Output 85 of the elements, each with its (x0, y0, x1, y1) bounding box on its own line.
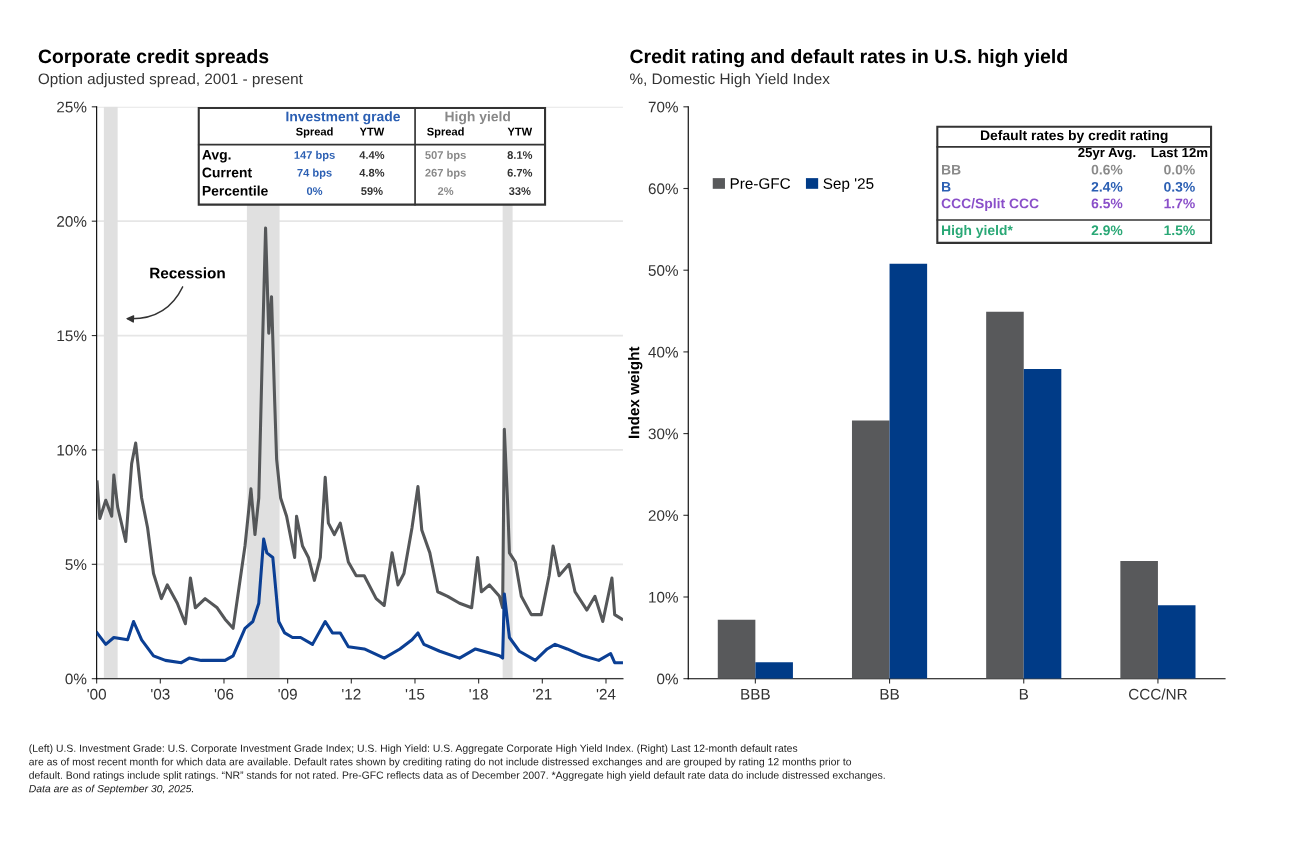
bar (1157, 605, 1196, 679)
y-tick-label: 20% (57, 216, 87, 227)
annotation: 0.3% (1164, 181, 1195, 192)
y-tick-label: 25% (57, 101, 87, 113)
annotation: 8.1% (507, 151, 533, 159)
y-tick-label: 5% (65, 559, 87, 570)
annotation: Spread (427, 127, 464, 138)
annotation: 267 bps (425, 168, 466, 179)
annotation: Recession (150, 267, 225, 279)
x-tick-label: B (1019, 688, 1029, 700)
x-tick-label: '15 (405, 688, 425, 700)
x-tick-label: CCC/NR (1129, 688, 1187, 700)
bar (1023, 369, 1062, 679)
y-tick-label: 30% (648, 428, 678, 440)
annotation: Avg. (202, 149, 231, 163)
annotation: 6.5% (1091, 198, 1123, 209)
x-tick-label: '09 (278, 688, 297, 700)
x-tick-label: '24 (596, 688, 616, 700)
legend-label: Pre-GFC (730, 178, 791, 189)
annotation: Percentile (202, 185, 268, 196)
annotation: BB (942, 164, 961, 175)
annotation: 0.6% (1091, 164, 1123, 175)
y-tick-label: 0% (65, 673, 87, 685)
y-tick-label: 40% (648, 346, 678, 358)
y-tick-label: 10% (649, 591, 678, 603)
y-axis-title: Index weight (628, 346, 643, 438)
annotation: CCC/Split CCC (941, 198, 1039, 212)
x-tick-label: '18 (469, 688, 488, 700)
annotation: 4.8% (359, 168, 385, 177)
annotation: 33% (508, 187, 531, 196)
annotation: 1.5% (1164, 225, 1195, 236)
chart-title: Credit rating and default rates in U.S. high yield (630, 48, 1067, 68)
annotation: 2.4% (1091, 181, 1123, 192)
bar (717, 619, 756, 679)
y-tick-label: 70% (648, 101, 678, 113)
annotation: 4.4% (359, 151, 385, 159)
y-tick-label: 60% (648, 183, 678, 195)
annotation: 0.0% (1164, 164, 1195, 175)
line-series (96, 226, 623, 630)
text: default. Bond ratings include split ratings. “NR” stands for not rated. Pre-GFC reflects data as of December 2007. *Aggregate high yield default rate data do include distressed exchanges. (29, 771, 885, 781)
bar (851, 420, 890, 679)
annotation: 1.7% (1164, 198, 1195, 209)
bar (755, 662, 793, 679)
x-tick-label: '06 (214, 688, 234, 700)
annotation: 2.9% (1091, 225, 1123, 236)
annotation: 0% (306, 187, 323, 195)
text: Data are as of September 30, 2025. (29, 784, 194, 795)
x-tick-label: '03 (151, 688, 170, 700)
annotation: Current (202, 167, 252, 178)
annotation: 6.7% (507, 168, 533, 177)
y-tick-label: 10% (57, 444, 87, 456)
legend-label: Sep '25 (823, 178, 874, 192)
bar (889, 263, 928, 679)
annotation: Investment grade (286, 111, 400, 125)
chart-subtitle: Option adjusted spread, 2001 - present (38, 73, 303, 88)
x-tick-label: BB (880, 688, 899, 700)
y-tick-label: 0% (657, 673, 678, 685)
annotation: High yield (445, 111, 510, 125)
x-tick-label: BBB (741, 688, 770, 700)
annotation: 507 bps (425, 150, 466, 162)
annotation: 25yr Avg. (1078, 147, 1136, 160)
y-tick-label: 15% (57, 330, 87, 342)
bar (1120, 561, 1158, 679)
annotation: B (942, 182, 951, 192)
x-tick-label: '12 (342, 688, 361, 700)
annotation: Last 12m (1151, 147, 1208, 158)
text: (Left) U.S. Investment Grade: U.S. Corporate Investment Grade Index; U.S. High Yield: U.S. Aggregate Corporate High Yield Index. (Right) Last 12-month default rates (29, 744, 798, 754)
annotation: 147 bps (294, 150, 335, 162)
annotation: YTW (359, 127, 385, 136)
annotation: 2% (437, 187, 454, 195)
bar (986, 311, 1024, 679)
x-tick-label: '21 (533, 688, 552, 700)
annotation: YTW (507, 127, 533, 136)
annotation: 59% (361, 187, 383, 195)
text: are as of most recent month for which data are available. Default rates shown by crediting rating do not include distressed exchanges and are grouped by rating 12 months prior to (29, 757, 852, 768)
annotation: High yield* (942, 224, 1013, 238)
chart-title: Corporate credit spreads (38, 48, 269, 68)
annotation: Default rates by credit rating (980, 130, 1168, 144)
y-tick-label: 20% (648, 510, 678, 521)
y-tick-label: 50% (648, 265, 678, 276)
annotation: Spread (296, 127, 333, 138)
annotation: 74 bps (297, 168, 332, 179)
chart-subtitle: %, Domestic High Yield Index (630, 73, 830, 88)
line-series (96, 537, 623, 665)
x-tick-label: '00 (87, 688, 106, 700)
